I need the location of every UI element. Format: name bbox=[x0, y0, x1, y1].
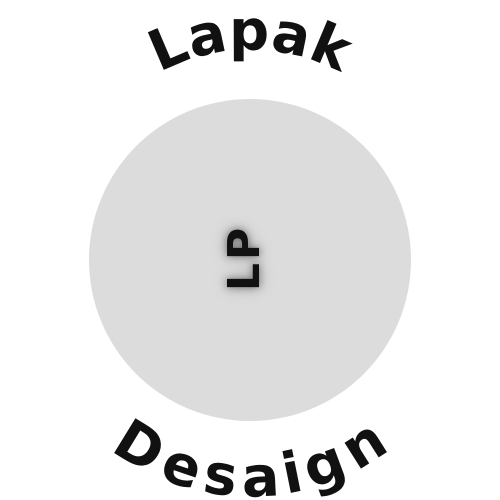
logo-bottom-text: Desaign bbox=[103, 407, 399, 500]
logo-monogram: LP bbox=[219, 224, 270, 292]
logo-circle bbox=[89, 99, 411, 421]
logo-top-text: Lapak bbox=[139, 0, 362, 85]
